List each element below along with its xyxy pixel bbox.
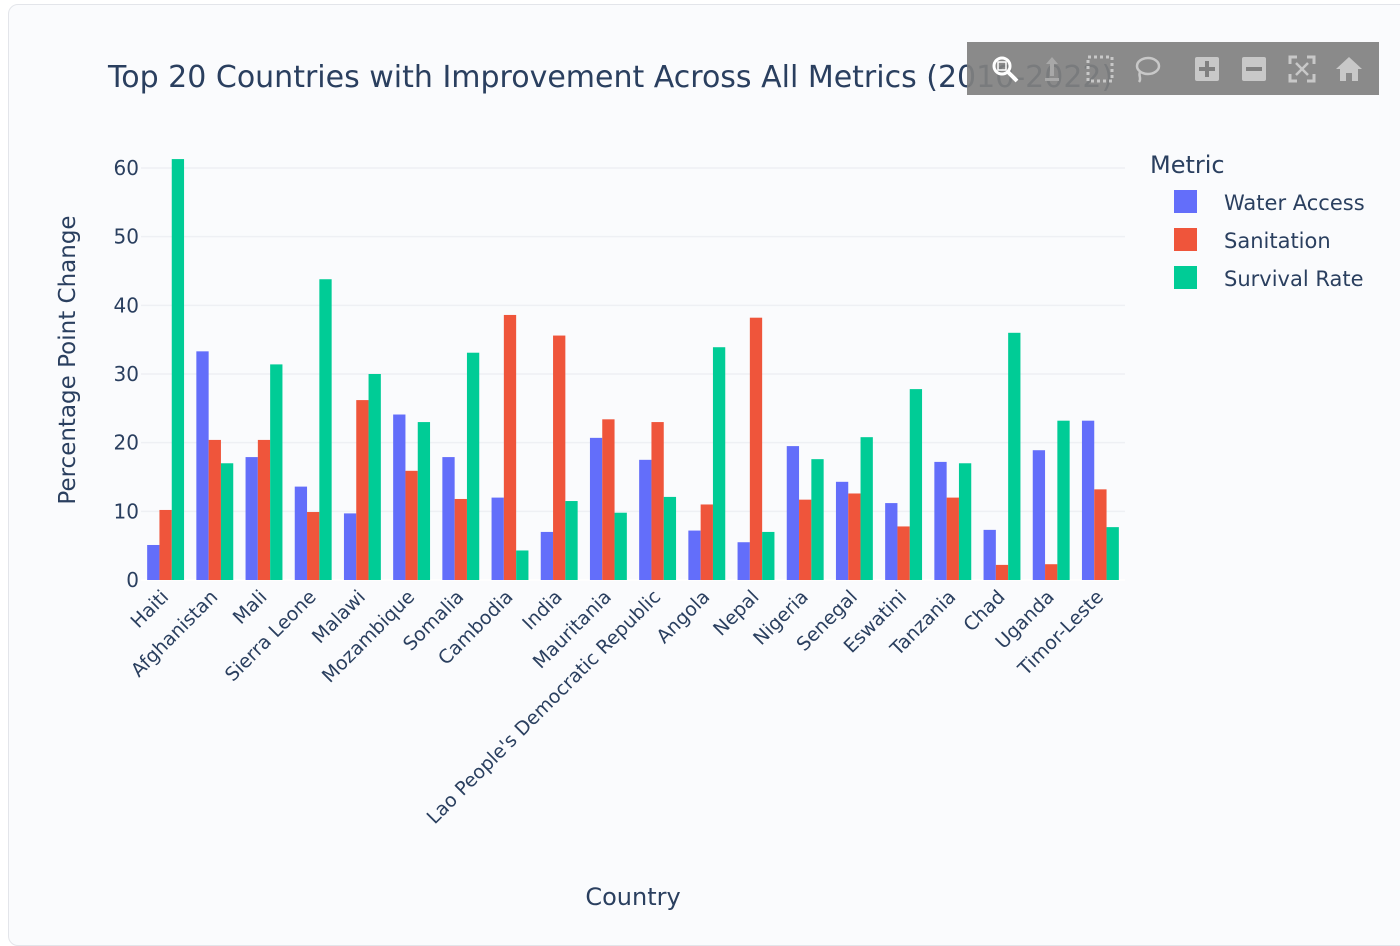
bar-sanitation[interactable] (995, 564, 1009, 580)
lasso-select-icon[interactable] (1130, 51, 1166, 87)
bar-water-access[interactable] (688, 530, 701, 580)
bar-water-access[interactable] (835, 481, 849, 580)
chart-title: Top 20 Countries with Improvement Across… (107, 60, 1113, 95)
y-axis-label: Percentage Point Change (55, 215, 81, 504)
bar-water-access[interactable] (491, 497, 504, 580)
bar-survival-rate[interactable] (565, 501, 578, 580)
bar-survival-rate[interactable] (466, 352, 480, 580)
bar-survival-rate[interactable] (663, 496, 677, 580)
bar-water-access[interactable] (393, 414, 406, 580)
bar-water-access[interactable] (1081, 420, 1095, 580)
bar-water-access[interactable] (294, 486, 308, 580)
bar-water-access[interactable] (639, 459, 652, 580)
autoscale-icon[interactable] (1284, 51, 1320, 87)
bar-survival-rate[interactable] (1057, 420, 1070, 580)
bar-sanitation[interactable] (553, 335, 566, 580)
bar-water-access[interactable] (147, 544, 160, 580)
x-tick-label: Angola (652, 586, 714, 648)
y-tick-label: 30 (114, 362, 139, 386)
bar-sanitation[interactable] (405, 470, 418, 580)
bar-water-access[interactable] (540, 531, 554, 580)
bar-survival-rate[interactable] (958, 463, 972, 580)
x-axis-label: Country (585, 883, 680, 911)
bar-sanitation[interactable] (700, 504, 713, 580)
bar-sanitation[interactable] (307, 512, 320, 580)
y-tick-label: 40 (114, 293, 139, 317)
zoom-icon[interactable] (987, 51, 1023, 87)
bar-sanitation[interactable] (1045, 564, 1058, 580)
legend-swatch[interactable] (1174, 190, 1197, 213)
x-tick-label: Mali (229, 586, 272, 629)
bar-sanitation[interactable] (1094, 489, 1107, 580)
legend-swatch[interactable] (1174, 228, 1197, 251)
x-tick-label: Afghanistan (127, 586, 223, 682)
grid-lines (141, 167, 1125, 581)
bar-water-access[interactable] (934, 461, 947, 580)
bar-water-access[interactable] (1032, 450, 1046, 580)
y-tick-label: 10 (114, 499, 139, 523)
legend-label[interactable]: Survival Rate (1224, 267, 1364, 291)
bar-water-access[interactable] (343, 513, 357, 580)
y-tick-label: 60 (114, 156, 139, 180)
bar-water-access[interactable] (442, 457, 455, 580)
chart-toolbar (967, 42, 1379, 95)
bar-survival-rate[interactable] (614, 512, 627, 580)
bar-water-access[interactable] (196, 351, 209, 580)
bar-survival-rate[interactable] (417, 422, 431, 580)
chart-card (8, 4, 1400, 946)
bar-survival-rate[interactable] (909, 389, 923, 580)
legend-label[interactable]: Water Access (1224, 191, 1365, 215)
zoom-in-icon[interactable] (1189, 51, 1225, 87)
y-tick-labels: 0 10 20 30 40 50 60 (114, 156, 139, 592)
legend-swatch[interactable] (1174, 266, 1197, 289)
bar-survival-rate[interactable] (171, 159, 185, 580)
bar-survival-rate[interactable] (712, 347, 726, 580)
bar-sanitation[interactable] (503, 314, 517, 580)
y-tick-label: 20 (114, 431, 139, 455)
bar-survival-rate[interactable] (762, 531, 775, 580)
bar-sanitation[interactable] (159, 509, 172, 580)
bar-sanitation[interactable] (799, 499, 812, 580)
bar-sanitation[interactable] (651, 422, 664, 580)
bar-sanitation[interactable] (257, 439, 271, 580)
bar-survival-rate[interactable] (516, 550, 529, 580)
bar-sanitation[interactable] (356, 400, 369, 580)
bars[interactable] (147, 159, 1119, 580)
bar-sanitation[interactable] (946, 497, 959, 580)
bar-survival-rate[interactable] (860, 437, 873, 580)
legend-label[interactable]: Sanitation (1224, 229, 1331, 253)
bar-survival-rate[interactable] (1106, 527, 1119, 580)
y-tick-label: 0 (126, 568, 139, 592)
bar-survival-rate[interactable] (1008, 332, 1021, 580)
bar-survival-rate[interactable] (270, 364, 283, 580)
legend: Metric Water Access Sanitation Survival Ra… (1150, 151, 1365, 291)
box-select-icon[interactable] (1082, 51, 1118, 87)
bar-water-access[interactable] (983, 529, 996, 580)
bar-survival-rate[interactable] (220, 463, 234, 580)
bar-sanitation[interactable] (208, 439, 221, 580)
legend-title: Metric (1150, 151, 1225, 179)
bar-survival-rate[interactable] (319, 279, 332, 580)
x-tick-label: Timor-Leste (1013, 586, 1108, 681)
bar-survival-rate[interactable] (368, 374, 381, 580)
bar-survival-rate[interactable] (811, 459, 824, 580)
reset-axes-icon[interactable] (1331, 51, 1367, 87)
bar-water-access[interactable] (245, 457, 258, 580)
bar-water-access[interactable] (786, 446, 800, 580)
bar-sanitation[interactable] (749, 317, 763, 580)
bar-water-access[interactable] (737, 542, 750, 580)
bar-water-access[interactable] (885, 503, 898, 580)
pan-icon[interactable] (1035, 51, 1071, 87)
y-tick-label: 50 (114, 225, 139, 249)
bar-sanitation[interactable] (602, 419, 615, 580)
bar-sanitation[interactable] (454, 498, 467, 580)
bar-sanitation[interactable] (848, 493, 861, 580)
bar-sanitation[interactable] (897, 526, 910, 580)
zoom-out-icon[interactable] (1236, 51, 1272, 87)
bar-water-access[interactable] (589, 437, 603, 580)
